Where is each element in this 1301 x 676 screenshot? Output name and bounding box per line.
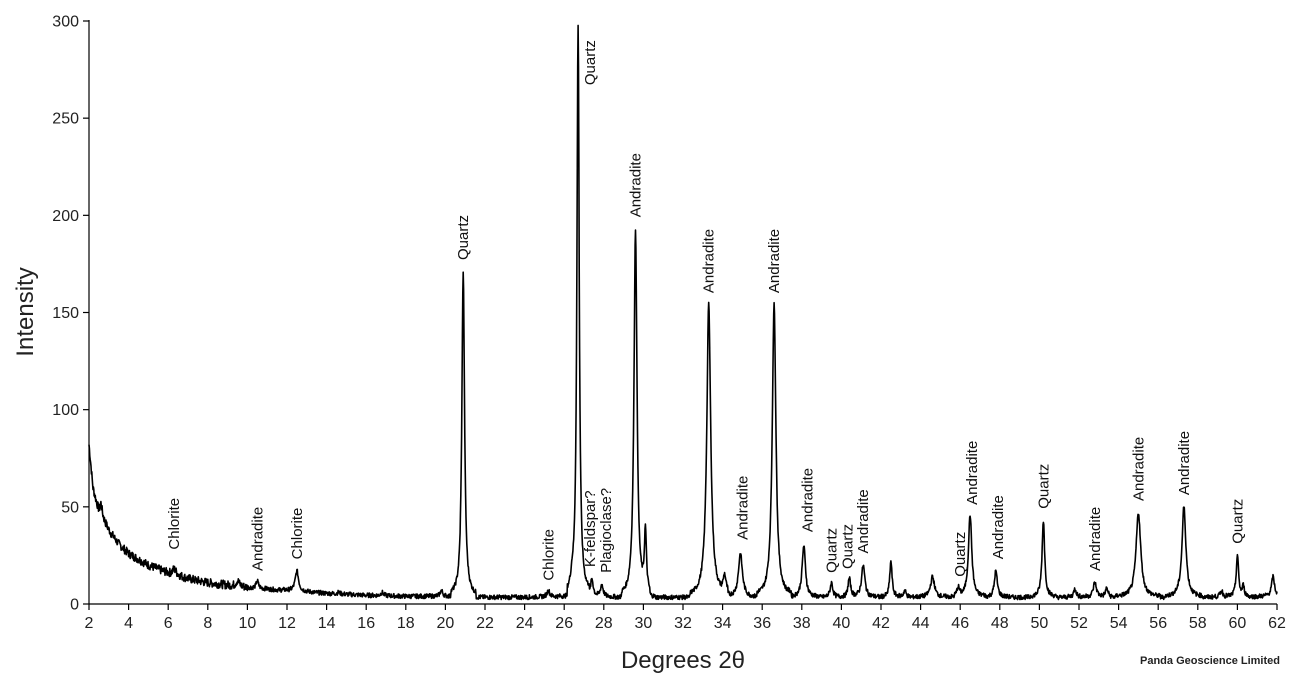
peak-label: Chlorite <box>166 498 183 550</box>
peak-label: Andradite <box>701 229 718 293</box>
x-tick-label: 48 <box>991 615 1009 632</box>
y-tick-label: 250 <box>52 111 79 128</box>
x-tick-label: 20 <box>437 615 455 632</box>
x-tick-label: 62 <box>1268 615 1286 632</box>
y-tick-label: 300 <box>52 14 79 31</box>
x-tick-label: 26 <box>555 615 573 632</box>
x-tick-label: 22 <box>476 615 494 632</box>
x-tick-label: 36 <box>753 615 771 632</box>
x-tick-label: 56 <box>1149 615 1167 632</box>
peak-label: Quartz <box>1035 464 1052 509</box>
x-tick-label: 52 <box>1070 615 1088 632</box>
x-tick-label: 50 <box>1031 615 1049 632</box>
x-tick-label: 30 <box>635 615 653 632</box>
x-tick-label: 2 <box>85 615 94 632</box>
x-tick-label: 46 <box>951 615 969 632</box>
x-tick-label: 14 <box>318 615 336 632</box>
peak-label: Andradite <box>964 441 981 505</box>
x-tick-label: 32 <box>674 615 692 632</box>
x-tick-label: 38 <box>793 615 811 632</box>
x-tick-label: 44 <box>912 615 930 632</box>
y-tick-label: 100 <box>52 402 79 419</box>
peak-label: Quartz <box>839 524 856 569</box>
x-tick-label: 60 <box>1229 615 1247 632</box>
x-tick-label: 34 <box>714 615 732 632</box>
x-tick-label: 10 <box>239 615 257 632</box>
x-tick-label: 12 <box>278 615 296 632</box>
y-axis-title: Intensity <box>12 267 39 356</box>
x-tick-label: 40 <box>833 615 851 632</box>
credit-text: Panda Geoscience Limited <box>1140 655 1280 667</box>
peak-label: K-feldspar? <box>582 490 599 567</box>
peak-label: Andradite <box>800 468 817 532</box>
peak-labels: Chlorite Andradite Chlorite Quartz Chlorite K… <box>166 40 1246 581</box>
peak-label: Andradite <box>766 229 783 293</box>
peak-label: Andradite <box>1176 431 1193 495</box>
y-axis-ticks: 0 50 100 150 200 250 300 <box>52 14 89 614</box>
y-tick-label: 50 <box>61 499 79 516</box>
peak-label: Quartz <box>824 528 841 573</box>
x-tick-label: 24 <box>516 615 534 632</box>
peak-label: Quartz <box>952 532 969 577</box>
x-tick-label: 42 <box>872 615 890 632</box>
x-tick-label: 8 <box>203 615 212 632</box>
x-tick-label: 16 <box>357 615 375 632</box>
peak-label: Quartz <box>455 215 472 260</box>
x-axis-title: Degrees 2θ <box>621 647 745 674</box>
y-tick-label: 200 <box>52 208 79 225</box>
peak-label: Plagioclase? <box>598 488 615 573</box>
x-tick-label: 28 <box>595 615 613 632</box>
x-axis-ticks: 2 4 6 8 10 12 14 16 18 20 22 24 26 28 30 32 34 36 38 40 42 44… <box>85 604 1286 632</box>
x-tick-label: 58 <box>1189 615 1207 632</box>
peak-label: Andradite <box>249 507 266 571</box>
x-tick-label: 18 <box>397 615 415 632</box>
peak-label: Chlorite <box>540 529 557 581</box>
peak-label: Andradite <box>734 476 751 540</box>
peak-label: Andradite <box>627 153 644 217</box>
peak-label: Andradite <box>1130 437 1147 501</box>
x-tick-label: 4 <box>124 615 133 632</box>
peak-label: Quartz <box>1229 499 1246 544</box>
y-tick-label: 0 <box>70 597 79 614</box>
peak-label: Andradite <box>1087 507 1104 571</box>
peak-label: Andradite <box>855 489 872 553</box>
x-tick-label: 54 <box>1110 615 1128 632</box>
peak-label: Quartz <box>582 40 599 85</box>
y-tick-label: 150 <box>52 305 79 322</box>
peak-label: Andradite <box>990 495 1007 559</box>
peak-label: Chlorite <box>289 508 306 560</box>
x-tick-label: 6 <box>164 615 173 632</box>
diffraction-trace <box>88 24 1278 601</box>
